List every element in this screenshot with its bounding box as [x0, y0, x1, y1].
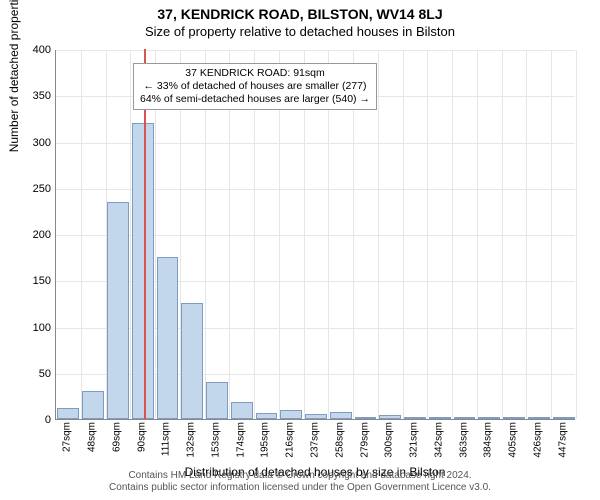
footer-attribution: Contains HM Land Registry data © Crown c… — [0, 470, 600, 494]
figure: 37, KENDRICK ROAD, BILSTON, WV14 8LJ Siz… — [0, 0, 600, 500]
y-tick: 50 — [21, 368, 51, 380]
histogram-bar — [132, 123, 154, 419]
y-tick: 200 — [21, 229, 51, 241]
histogram-bar — [330, 412, 352, 419]
gridline-v — [81, 50, 82, 419]
gridline-v — [551, 50, 552, 419]
histogram-bar — [429, 417, 451, 419]
footer-line2: Contains public sector information licen… — [0, 482, 600, 494]
histogram-bar — [528, 417, 550, 419]
gridline-v — [502, 50, 503, 419]
x-tick: 132sqm — [186, 422, 197, 458]
histogram-bar — [404, 417, 426, 419]
histogram-bar — [181, 303, 203, 419]
gridline-v — [526, 50, 527, 419]
y-tick: 400 — [21, 44, 51, 56]
y-tick: 150 — [21, 275, 51, 287]
x-tick: 342sqm — [433, 422, 444, 458]
gridline-h — [56, 50, 575, 51]
gridline-v — [427, 50, 428, 419]
x-tick: 447sqm — [557, 422, 568, 458]
chart-subtitle: Size of property relative to detached ho… — [0, 22, 600, 39]
x-tick: 90sqm — [136, 422, 147, 452]
histogram-bar — [503, 417, 525, 419]
x-tick: 153sqm — [210, 422, 221, 458]
gridline-v — [576, 50, 577, 419]
annotation-line3: 64% of semi-detached houses are larger (… — [140, 93, 370, 106]
gridline-v — [378, 50, 379, 419]
histogram-bar — [107, 202, 129, 419]
histogram-bar — [206, 382, 228, 419]
histogram-bar — [231, 402, 253, 419]
gridline-v — [403, 50, 404, 419]
annotation-line1: 37 KENDRICK ROAD: 91sqm — [140, 67, 370, 80]
histogram-bar — [82, 391, 104, 419]
x-tick: 69sqm — [111, 422, 122, 452]
y-tick: 350 — [21, 90, 51, 102]
gridline-v — [452, 50, 453, 419]
x-tick: 363sqm — [458, 422, 469, 458]
x-tick: 216sqm — [285, 422, 296, 458]
histogram-bar — [553, 417, 575, 419]
x-tick: 174sqm — [235, 422, 246, 458]
histogram-bar — [280, 410, 302, 419]
histogram-bar — [379, 415, 401, 419]
chart-title: 37, KENDRICK ROAD, BILSTON, WV14 8LJ — [0, 0, 600, 22]
gridline-v — [477, 50, 478, 419]
histogram-bar — [57, 408, 79, 419]
annotation-box: 37 KENDRICK ROAD: 91sqm ← 33% of detache… — [133, 63, 377, 110]
x-tick: 258sqm — [334, 422, 345, 458]
annotation-line2: ← 33% of detached of houses are smaller … — [140, 80, 370, 93]
x-tick: 48sqm — [87, 422, 98, 452]
x-tick: 426sqm — [532, 422, 543, 458]
chart-area: Number of detached properties Distributi… — [55, 50, 575, 420]
x-tick: 300sqm — [384, 422, 395, 458]
y-tick: 250 — [21, 183, 51, 195]
x-tick: 195sqm — [260, 422, 271, 458]
x-tick: 405sqm — [508, 422, 519, 458]
histogram-bar — [478, 417, 500, 419]
histogram-bar — [256, 413, 278, 419]
x-tick: 27sqm — [62, 422, 73, 452]
y-tick: 0 — [21, 414, 51, 426]
y-tick: 300 — [21, 137, 51, 149]
x-tick: 279sqm — [359, 422, 370, 458]
y-axis-label: Number of detached properties — [7, 0, 21, 152]
footer-line1: Contains HM Land Registry data © Crown c… — [0, 470, 600, 482]
x-tick: 237sqm — [310, 422, 321, 458]
histogram-bar — [157, 257, 179, 419]
histogram-bar — [305, 414, 327, 419]
histogram-bar — [454, 417, 476, 419]
x-tick: 384sqm — [483, 422, 494, 458]
histogram-bar — [355, 417, 377, 419]
x-tick: 321sqm — [409, 422, 420, 458]
x-tick: 111sqm — [161, 422, 172, 456]
y-tick: 100 — [21, 322, 51, 334]
